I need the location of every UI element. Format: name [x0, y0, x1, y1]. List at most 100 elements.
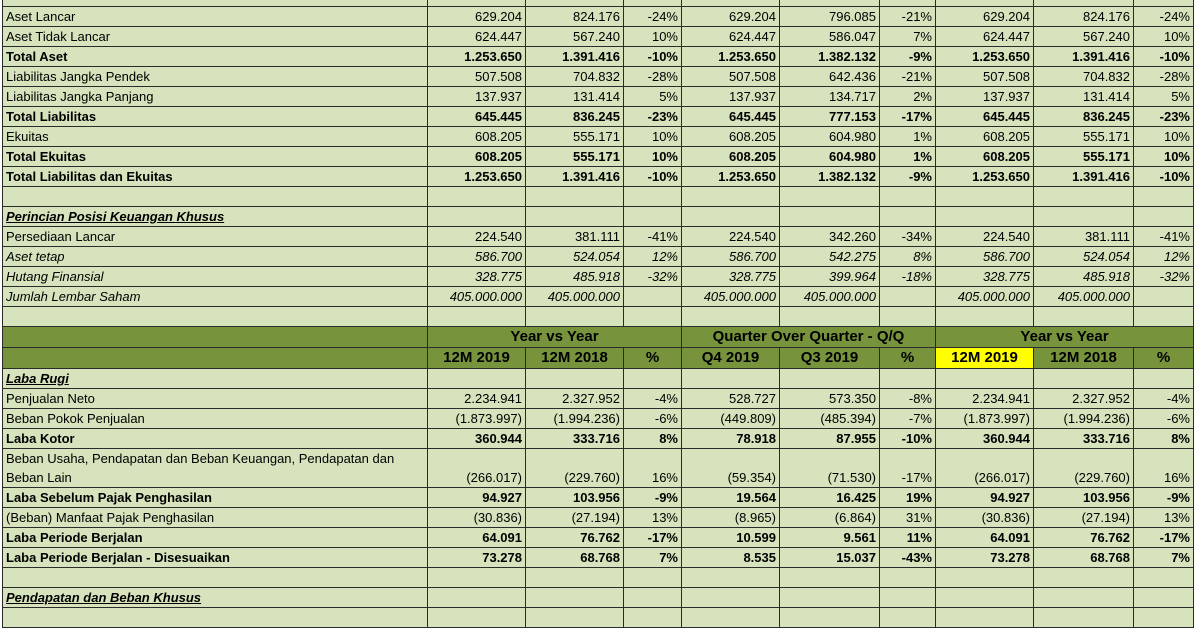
- value-cell[interactable]: (1.873.997): [935, 408, 1034, 429]
- value-cell[interactable]: (71.530): [779, 448, 880, 488]
- empty-cell[interactable]: [427, 607, 526, 628]
- empty-cell[interactable]: [623, 186, 682, 207]
- percent-cell[interactable]: -4%: [623, 388, 682, 409]
- row-label-cell[interactable]: Aset Tidak Lancar: [2, 26, 428, 47]
- value-cell[interactable]: 1.253.650: [935, 46, 1034, 67]
- value-cell[interactable]: 131.414: [525, 86, 624, 107]
- value-cell[interactable]: 381.111: [525, 226, 624, 247]
- value-cell[interactable]: 524.054: [525, 246, 624, 267]
- empty-cell[interactable]: [879, 587, 936, 608]
- value-cell[interactable]: 76.762: [525, 527, 624, 548]
- value-cell[interactable]: 555.171: [525, 146, 624, 167]
- row-label-cell[interactable]: Ekuitas: [2, 126, 428, 147]
- percent-cell[interactable]: 11%: [879, 527, 936, 548]
- row-label-cell[interactable]: Persediaan Lancar: [2, 226, 428, 247]
- empty-cell[interactable]: [623, 368, 682, 389]
- empty-cell[interactable]: [623, 567, 682, 588]
- value-cell[interactable]: 1.391.416: [525, 46, 624, 67]
- empty-cell[interactable]: [1133, 206, 1194, 227]
- row-label-cell[interactable]: Beban Usaha, Pendapatan dan Beban Keuang…: [2, 448, 428, 488]
- value-cell[interactable]: 2.234.941: [427, 388, 526, 409]
- value-cell[interactable]: 103.956: [525, 487, 624, 508]
- row-label-cell[interactable]: Laba Kotor: [2, 428, 428, 449]
- empty-cell[interactable]: [681, 368, 780, 389]
- value-cell[interactable]: 78.918: [681, 428, 780, 449]
- value-cell[interactable]: 586.700: [935, 246, 1034, 267]
- value-cell[interactable]: 19.564: [681, 487, 780, 508]
- percent-cell[interactable]: -41%: [623, 226, 682, 247]
- empty-cell[interactable]: [879, 607, 936, 628]
- percent-cell[interactable]: -28%: [623, 66, 682, 87]
- value-cell[interactable]: 586.700: [427, 246, 526, 267]
- value-cell[interactable]: (485.394): [779, 408, 880, 429]
- row-label-cell[interactable]: Aset tetap: [2, 246, 428, 267]
- percent-cell[interactable]: -17%: [623, 527, 682, 548]
- empty-cell[interactable]: [1133, 567, 1194, 588]
- value-cell[interactable]: 2.234.941: [935, 388, 1034, 409]
- empty-cell[interactable]: [681, 306, 780, 327]
- value-cell[interactable]: 629.204: [681, 6, 780, 27]
- empty-cell[interactable]: [935, 368, 1034, 389]
- value-cell[interactable]: 567.240: [525, 26, 624, 47]
- percent-cell[interactable]: 16%: [1133, 448, 1194, 488]
- percent-cell[interactable]: 12%: [1133, 246, 1194, 267]
- value-cell[interactable]: 796.085: [779, 6, 880, 27]
- percent-cell[interactable]: -24%: [1133, 6, 1194, 27]
- value-cell[interactable]: 68.768: [525, 547, 624, 568]
- value-cell[interactable]: 1.253.650: [427, 46, 526, 67]
- value-cell[interactable]: 137.937: [935, 86, 1034, 107]
- value-cell[interactable]: 134.717: [779, 86, 880, 107]
- value-cell[interactable]: 328.775: [681, 266, 780, 287]
- value-cell[interactable]: 94.927: [935, 487, 1034, 508]
- empty-cell[interactable]: [525, 206, 624, 227]
- row-label-cell[interactable]: Laba Sebelum Pajak Penghasilan: [2, 487, 428, 508]
- value-cell[interactable]: 1.253.650: [681, 46, 780, 67]
- percent-cell[interactable]: 8%: [1133, 428, 1194, 449]
- value-cell[interactable]: 824.176: [1033, 6, 1134, 27]
- value-cell[interactable]: 555.171: [1033, 146, 1134, 167]
- percent-cell[interactable]: [879, 286, 936, 307]
- percent-cell[interactable]: -8%: [879, 388, 936, 409]
- value-cell[interactable]: 485.918: [525, 266, 624, 287]
- empty-cell[interactable]: [879, 206, 936, 227]
- percent-cell[interactable]: -32%: [1133, 266, 1194, 287]
- period-group-header[interactable]: Quarter Over Quarter - Q/Q: [681, 326, 936, 348]
- value-cell[interactable]: 642.436: [779, 66, 880, 87]
- section-title-cell[interactable]: Laba Rugi: [2, 368, 428, 389]
- value-cell[interactable]: 507.508: [681, 66, 780, 87]
- empty-cell[interactable]: [1033, 206, 1134, 227]
- empty-cell[interactable]: [1133, 306, 1194, 327]
- empty-cell[interactable]: [879, 567, 936, 588]
- percent-cell[interactable]: -10%: [1133, 166, 1194, 187]
- percent-cell[interactable]: 10%: [623, 26, 682, 47]
- percent-cell[interactable]: -9%: [879, 46, 936, 67]
- percent-cell[interactable]: -6%: [623, 408, 682, 429]
- row-label-cell[interactable]: Laba Periode Berjalan - Disesuaikan: [2, 547, 428, 568]
- empty-cell[interactable]: [427, 186, 526, 207]
- empty-cell[interactable]: [779, 567, 880, 588]
- row-label-cell[interactable]: Liabilitas Jangka Panjang: [2, 86, 428, 107]
- percent-cell[interactable]: -17%: [879, 106, 936, 127]
- value-cell[interactable]: 567.240: [1033, 26, 1134, 47]
- value-cell[interactable]: (266.017): [427, 448, 526, 488]
- value-cell[interactable]: 137.937: [427, 86, 526, 107]
- value-cell[interactable]: 1.391.416: [1033, 46, 1134, 67]
- percent-cell[interactable]: 13%: [1133, 507, 1194, 528]
- value-cell[interactable]: 8.535: [681, 547, 780, 568]
- value-cell[interactable]: 604.980: [779, 126, 880, 147]
- value-cell[interactable]: 328.775: [427, 266, 526, 287]
- row-label-cell[interactable]: Aset Lancar: [2, 6, 428, 27]
- percent-cell[interactable]: -23%: [623, 106, 682, 127]
- percent-cell[interactable]: 13%: [623, 507, 682, 528]
- empty-cell[interactable]: [681, 587, 780, 608]
- value-cell[interactable]: 608.205: [935, 126, 1034, 147]
- value-cell[interactable]: 224.540: [935, 226, 1034, 247]
- empty-cell[interactable]: [1133, 368, 1194, 389]
- percent-cell[interactable]: 8%: [623, 428, 682, 449]
- empty-cell[interactable]: [935, 206, 1034, 227]
- percent-cell[interactable]: -9%: [1133, 487, 1194, 508]
- empty-cell[interactable]: [681, 186, 780, 207]
- empty-cell[interactable]: [525, 186, 624, 207]
- percent-cell[interactable]: -21%: [879, 6, 936, 27]
- value-cell[interactable]: 586.700: [681, 246, 780, 267]
